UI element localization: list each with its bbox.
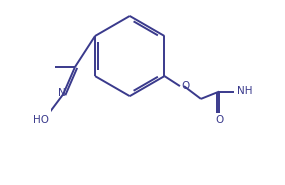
Text: HO: HO xyxy=(32,115,48,125)
Text: N: N xyxy=(58,88,66,98)
Text: O: O xyxy=(182,81,190,91)
Text: NH: NH xyxy=(237,86,253,96)
Text: O: O xyxy=(215,115,224,125)
